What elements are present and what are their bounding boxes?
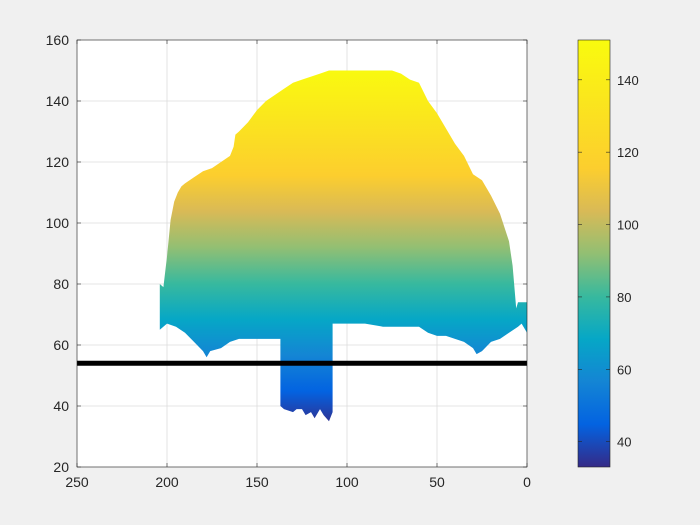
y-tick-label: 120: [46, 154, 70, 170]
y-tick-label: 140: [46, 93, 70, 109]
x-tick-label: 100: [335, 474, 359, 490]
x-tick-label: 50: [429, 474, 445, 490]
y-tick-label: 160: [46, 32, 70, 48]
plot-area-border: [76, 39, 528, 468]
colorbar-gradient: [578, 40, 610, 467]
x-tick-label: 0: [523, 474, 531, 490]
colorbar-tick-label: 80: [617, 290, 631, 305]
colorbar-border: [577, 39, 611, 468]
colorbar-tick-label: 60: [617, 362, 631, 377]
y-tick-label: 100: [46, 215, 70, 231]
colorbar-tick-label: 40: [617, 435, 631, 450]
colorbar-tick-label: 100: [617, 218, 639, 233]
colorbar-ticks: 40 60 80 100 120 140: [577, 39, 639, 468]
colorbar: 40 60 80 100 120 140: [577, 39, 639, 468]
x-tick-label: 150: [245, 474, 269, 490]
y-axis-ticks: 20 40 60 80 100 120 140 160: [46, 32, 527, 475]
colorbar-tick-label: 120: [617, 145, 639, 160]
y-tick-label: 80: [53, 276, 69, 292]
colorbar-tick-label: 140: [617, 73, 639, 88]
x-tick-label: 200: [155, 474, 179, 490]
x-axis-ticks: 250 200 150 100 50 0: [65, 40, 531, 490]
y-tick-label: 40: [53, 398, 69, 414]
y-tick-label: 20: [53, 459, 69, 475]
y-tick-label: 60: [53, 337, 69, 353]
x-tick-label: 250: [65, 474, 89, 490]
